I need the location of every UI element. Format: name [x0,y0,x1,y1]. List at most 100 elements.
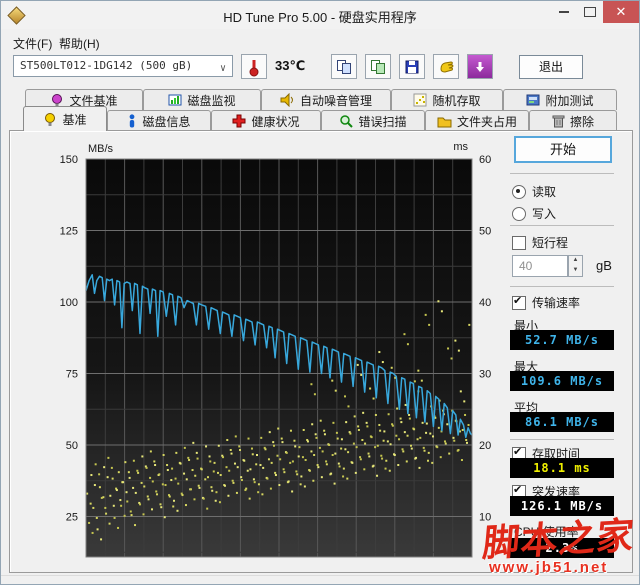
status-bar [1,575,639,584]
benchmark-chart: 150 125 100 75 50 25 MB/s 60 50 40 30 20 10 ms [60,141,491,558]
short-stroke-row[interactable]: 短行程 [512,234,568,251]
tab-random-access[interactable]: 随机存取 [391,89,503,110]
copy-text-button[interactable] [331,54,357,79]
copy-image-button[interactable] [365,54,391,79]
svg-text:100: 100 [60,297,78,309]
file-benchmark-icon [50,93,64,107]
tab-file-benchmark[interactable]: 文件基准 [25,89,143,110]
tab-label: 随机存取 [432,93,481,108]
svg-text:MB/s: MB/s [88,143,114,155]
short-stroke-label: 短行程 [532,236,569,250]
write-radio[interactable] [512,206,526,221]
menu-file[interactable]: 文件(F) [13,37,53,51]
min-label: 最小 [514,319,539,333]
exit-button[interactable]: 退出 [519,55,583,79]
svg-text:150: 150 [60,154,78,166]
benchmark-page: 150 125 100 75 50 25 MB/s 60 50 40 30 20 10 ms 开始 读取 … [9,130,633,573]
transfer-rate-label: 传输速率 [532,296,581,310]
tab-label: 文件夹占用 [456,114,517,129]
tab-acoustic-management[interactable]: 自动噪音管理 [261,89,391,110]
avg-value: 86.1 MB/s [510,412,614,432]
separator [510,173,614,174]
disk-info-icon [127,114,137,128]
erase-icon [552,114,565,128]
random-access-icon [413,93,427,107]
access-time-row[interactable]: 存取时间 [512,445,580,462]
menu-help[interactable]: 帮助(H) [59,37,100,51]
toolbar: ST500LT012-1DG142 (500 gB) ∨ 33℃ 退出 [1,52,639,84]
temperature-button[interactable] [241,54,267,79]
burst-rate-value: 126.1 MB/s [510,496,614,516]
tab-label: 磁盘信息 [142,114,191,129]
copy-text-icon [337,59,351,74]
disk-monitor-icon [168,93,182,107]
save-button[interactable] [399,54,425,79]
min-value: 52.7 MB/s [510,330,614,350]
tab-label: 擦除 [569,114,594,129]
tab-erase[interactable]: 擦除 [529,110,617,131]
svg-text:50: 50 [479,226,491,238]
tab-folder-usage[interactable]: 文件夹占用 [425,110,529,131]
tab-health[interactable]: 健康状况 [211,110,321,131]
svg-text:25: 25 [66,512,78,524]
read-radio-row[interactable]: 读取 [512,183,556,200]
svg-text:50: 50 [66,440,78,452]
short-stroke-checkbox[interactable] [512,235,526,250]
svg-text:ms: ms [453,141,468,153]
separator [510,286,614,287]
access-time-checkbox[interactable] [512,445,526,461]
max-label: 最大 [514,360,539,374]
transfer-rate-checkbox[interactable] [512,294,526,310]
start-button[interactable]: 开始 [514,136,612,163]
burst-rate-label: 突发速率 [532,485,581,499]
capture-button[interactable] [467,54,493,79]
tab-label: 文件基准 [69,93,118,108]
maximize-button[interactable] [577,1,603,23]
separator [510,225,614,226]
stepper-down-icon[interactable]: ▼ [572,267,579,273]
aam-speaker-icon [280,93,295,107]
access-time-value: 18.1 ms [510,458,614,478]
chevron-down-icon: ∨ [219,63,226,74]
svg-text:20: 20 [479,440,491,452]
close-icon: ✕ [615,4,627,19]
benchmark-icon [43,112,57,127]
tab-benchmark[interactable]: 基准 [23,106,107,131]
close-button[interactable]: ✕ [603,1,639,23]
drive-select-value: ST500LT012-1DG142 (500 gB) [20,59,193,72]
error-scan-icon [339,114,354,128]
write-radio-row[interactable]: 写入 [512,205,556,222]
temperature-value: 33℃ [275,58,306,73]
tab-disk-monitor[interactable]: 磁盘监视 [143,89,261,110]
cpu-usage-value: 2.3% [510,538,614,558]
burst-rate-row[interactable]: 突发速率 [512,483,580,500]
tab-label: 错误扫描 [358,114,407,129]
save-icon [405,60,419,73]
donate-button[interactable] [433,54,459,79]
tab-disk-info[interactable]: 磁盘信息 [107,110,211,131]
transfer-rate-row[interactable]: 传输速率 [512,294,580,311]
drive-select-dropdown[interactable]: ST500LT012-1DG142 (500 gB) ∨ [13,55,233,77]
tab-error-scan[interactable]: 错误扫描 [321,110,425,131]
capacity-stepper[interactable]: ▲ ▼ [568,255,583,277]
svg-text:60: 60 [479,154,491,166]
svg-text:125: 125 [60,226,78,238]
stepper-up-icon[interactable]: ▲ [572,257,579,263]
title-bar: HD Tune Pro 5.00 - 硬盘实用程序 ✕ [1,1,639,30]
control-panel: 开始 读取 写入 短行程 40 ▲▼ gB 传输速率 最 [508,131,630,571]
svg-text:40: 40 [479,297,491,309]
svg-text:10: 10 [479,512,491,524]
minimize-button[interactable] [551,1,577,23]
write-label: 写入 [532,207,557,221]
folder-usage-icon [437,115,452,128]
cpu-usage-label: CPU 使用率 [514,525,579,539]
window-title: HD Tune Pro 5.00 - 硬盘实用程序 [223,10,417,25]
tab-extra-tests[interactable]: 附加测试 [503,89,617,110]
separator [510,439,614,440]
max-value: 109.6 MB/s [510,371,614,391]
read-radio[interactable] [512,184,526,199]
capture-arrow-icon [476,61,484,72]
capacity-input[interactable]: 40 [512,255,568,277]
menu-bar: 文件(F) 帮助(H) [1,29,639,52]
